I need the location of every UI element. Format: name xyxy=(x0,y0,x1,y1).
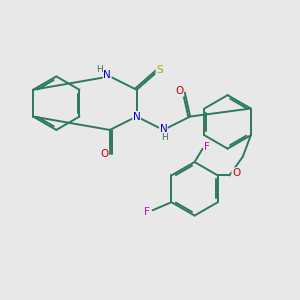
Text: N: N xyxy=(160,124,167,134)
Text: H: H xyxy=(96,65,103,74)
Text: F: F xyxy=(204,142,210,152)
Text: N: N xyxy=(133,112,140,122)
Text: H: H xyxy=(161,133,168,142)
Text: O: O xyxy=(100,149,109,159)
Text: S: S xyxy=(156,65,163,75)
Text: O: O xyxy=(232,168,240,178)
Text: N: N xyxy=(103,70,111,80)
Text: F: F xyxy=(144,207,150,217)
Text: O: O xyxy=(175,86,184,96)
